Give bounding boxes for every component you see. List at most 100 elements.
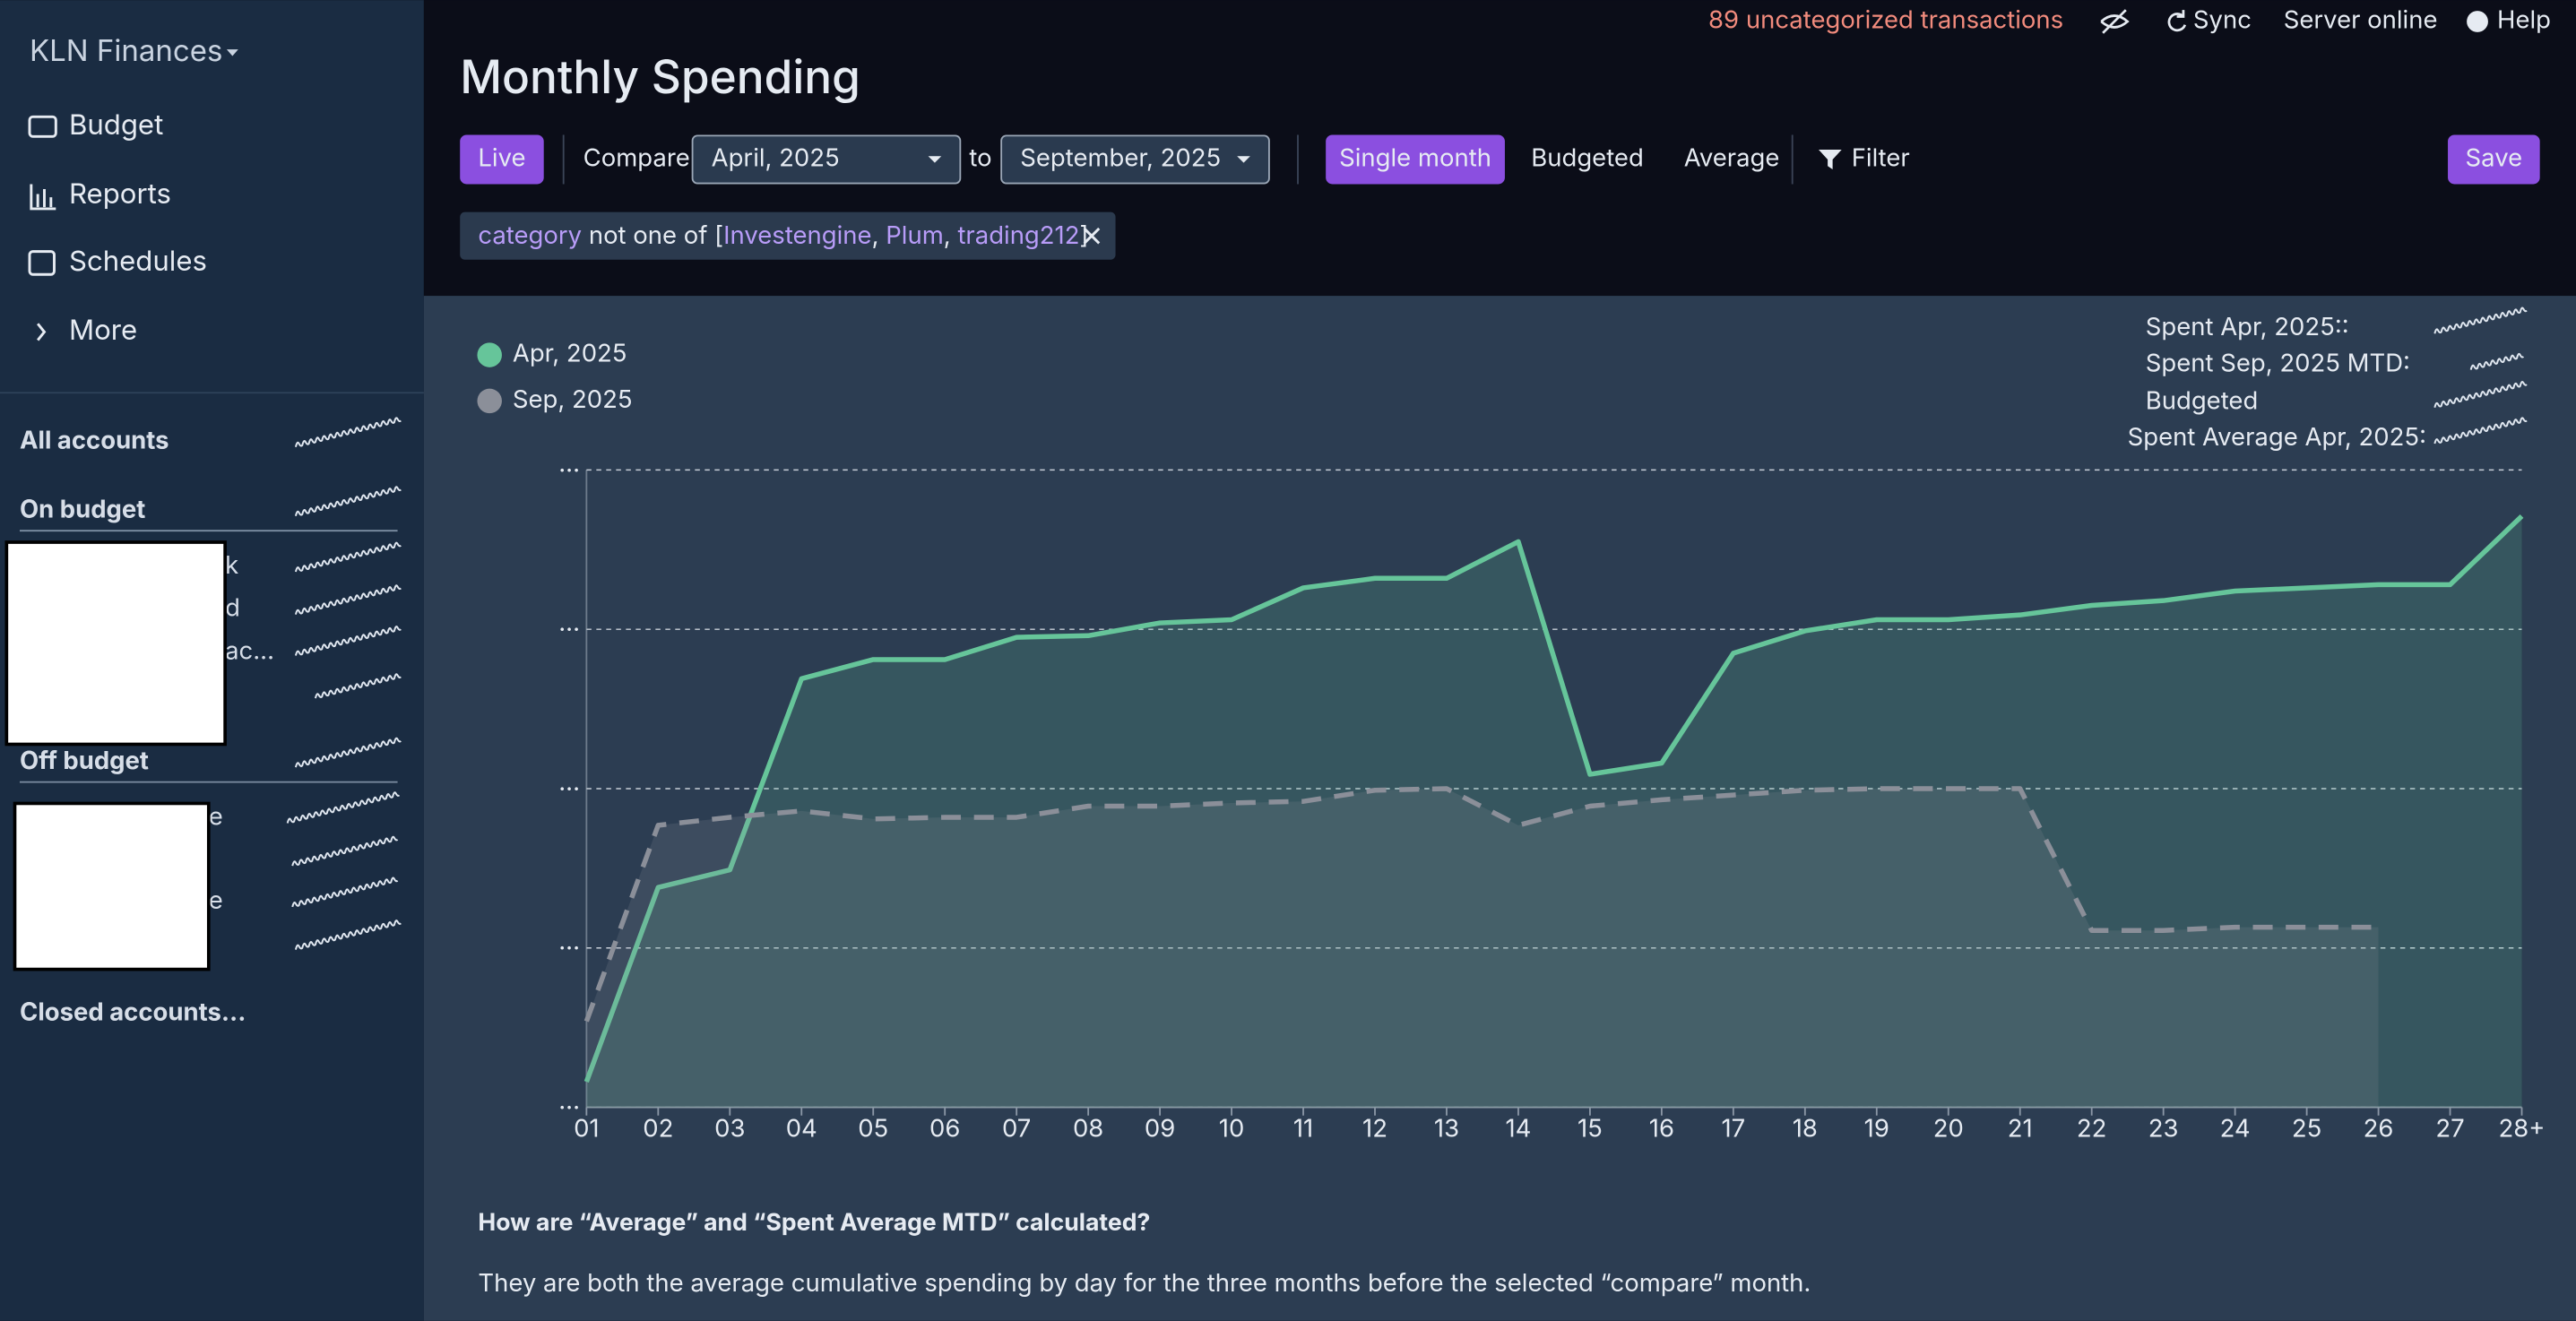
x-tick-label: 06 <box>929 1113 960 1144</box>
x-tick-label: 09 <box>1145 1113 1175 1144</box>
filter-button[interactable]: Filter <box>1852 142 1910 172</box>
account-name[interactable]: d <box>225 592 240 623</box>
y-tick-label: ... <box>558 766 580 797</box>
x-tick-label: 02 <box>643 1113 673 1144</box>
redaction <box>4 540 227 747</box>
caret <box>928 156 942 163</box>
nav-item[interactable]: Budget <box>69 108 163 142</box>
faq-question: How are “Average” and “Spent Average MTD… <box>478 1208 1150 1237</box>
help-button[interactable]: Help <box>2497 4 2551 34</box>
redacted-amounts <box>286 307 2528 950</box>
x-tick-label: 03 <box>714 1113 745 1144</box>
y-tick-label: ... <box>558 447 580 478</box>
redacted-amount <box>2433 307 2528 334</box>
to-label: to <box>969 142 991 172</box>
legend-label: Apr, 2025 <box>513 338 627 368</box>
save-button-bg[interactable] <box>2448 134 2540 185</box>
from-select[interactable] <box>691 134 962 185</box>
account-name[interactable]: k <box>225 549 238 580</box>
summary-label: Spent Sep, 2025 MTD: <box>2146 348 2410 378</box>
sync-button[interactable]: Sync <box>2193 4 2252 34</box>
x-tick-label: 24 <box>2220 1113 2251 1144</box>
account-group[interactable]: Off budget <box>20 745 149 775</box>
series-line <box>583 514 2524 1084</box>
server-status[interactable]: Server online <box>2284 4 2438 34</box>
account-group[interactable]: On budget <box>20 494 145 524</box>
report-bg <box>423 296 2576 1321</box>
budget-name[interactable]: KLN Finances <box>30 32 222 68</box>
sidebar-content: KLN Finances Budget Reports Schedules Mo… <box>0 32 424 1027</box>
to-value[interactable]: September, 2025 <box>1020 142 1221 172</box>
x-tick-label: 04 <box>786 1113 817 1144</box>
y-tick-label: ... <box>558 607 580 637</box>
uncategorized-link[interactable]: 89 uncategorized transactions <box>1708 4 2063 34</box>
x-tick-label: 13 <box>1434 1113 1459 1144</box>
redacted-amount <box>2433 381 2528 408</box>
x-tick-label: 21 <box>2008 1113 2033 1144</box>
redacted-amount <box>294 626 402 656</box>
faq-answer: They are both the average cumulative spe… <box>478 1267 1811 1298</box>
budgeted-button[interactable]: Budgeted <box>1531 142 1644 172</box>
page-title: Monthly Spending <box>460 49 860 105</box>
series-area <box>586 788 2379 1108</box>
x-tick-label: 14 <box>1505 1113 1531 1144</box>
account-name[interactable]: ac... <box>225 635 274 665</box>
redaction <box>13 801 211 971</box>
x-tick-label: 28+ <box>2499 1113 2546 1144</box>
account-group[interactable]: All accounts <box>20 425 169 455</box>
compare-label: Compare <box>583 142 690 172</box>
x-tick-label: 16 <box>1649 1113 1674 1144</box>
caret <box>1237 156 1250 163</box>
x-tick-label: 05 <box>858 1113 888 1144</box>
redacted-amount <box>294 920 402 950</box>
from-value[interactable]: April, 2025 <box>712 142 840 172</box>
redacted-amount <box>294 584 402 615</box>
to-select[interactable] <box>1000 134 1270 185</box>
filter-value: trading212 <box>957 220 1079 250</box>
chevron <box>37 323 47 341</box>
schedules-icon <box>28 250 56 276</box>
redacted-amount <box>314 673 402 699</box>
nav-item[interactable]: Schedules <box>69 244 207 278</box>
x-tick-label: 07 <box>1002 1113 1031 1144</box>
filter-value: Plum <box>886 220 944 250</box>
legend-swatch <box>477 388 502 414</box>
redacted-amount <box>294 737 402 768</box>
legend-label: Sep, 2025 <box>513 384 633 414</box>
account-name[interactable]: e <box>209 885 223 915</box>
privacy-icon[interactable] <box>2100 9 2130 34</box>
average-button[interactable]: Average <box>1684 142 1780 172</box>
redacted-amount <box>294 541 402 573</box>
summary-label: Spent Average Apr, 2025: <box>2128 421 2426 452</box>
x-tick-label: 15 <box>1578 1113 1603 1144</box>
x-tick-label: 10 <box>1219 1113 1245 1144</box>
nav-item[interactable]: More <box>69 313 137 347</box>
live-button[interactable]: Live <box>478 142 525 172</box>
closed-accounts[interactable]: Closed accounts... <box>20 997 246 1027</box>
redacted-amount <box>294 486 402 516</box>
filter-chip[interactable] <box>460 212 1116 260</box>
x-tick-label: 18 <box>1793 1113 1818 1144</box>
legend-swatch <box>477 342 502 367</box>
redacted-amount <box>294 417 402 447</box>
filter-sep: , <box>872 220 886 250</box>
x-tick-label: 27 <box>2435 1113 2464 1144</box>
live-button-bg[interactable] <box>460 134 544 185</box>
account-name[interactable]: e <box>209 800 223 831</box>
filter-text: category not one of [Investengine, Plum,… <box>478 220 1088 250</box>
x-tick-label: 22 <box>2077 1113 2107 1144</box>
x-tick-label: 17 <box>1721 1113 1745 1144</box>
single-month-bg[interactable] <box>1326 134 1505 185</box>
reports-icon <box>30 184 56 211</box>
remove-filter[interactable] <box>1083 227 1101 245</box>
single-month-button[interactable]: Single month <box>1339 142 1491 172</box>
save-button[interactable]: Save <box>2466 142 2523 172</box>
series-line <box>583 786 2379 1023</box>
nav-item[interactable]: Reports <box>69 177 171 211</box>
redacted-amount <box>286 791 401 824</box>
filter-close: ] <box>1080 220 1089 250</box>
x-tick-label: 23 <box>2148 1113 2179 1144</box>
y-tick-label: ... <box>558 1085 580 1116</box>
x-tick-label: 26 <box>2364 1113 2394 1144</box>
